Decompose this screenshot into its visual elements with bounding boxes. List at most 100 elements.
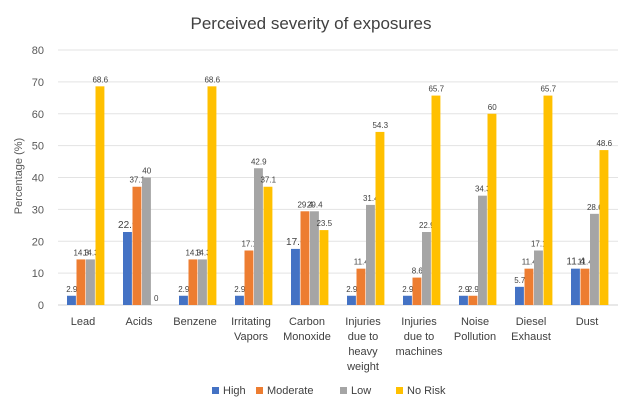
legend-label: High (223, 385, 246, 397)
data-label: 11.4 (578, 258, 594, 267)
data-label: 40 (142, 167, 151, 176)
data-label: 17.1 (531, 239, 547, 248)
bar (76, 259, 86, 305)
data-label: 11.4 (522, 258, 538, 267)
bar (300, 211, 310, 305)
bar (403, 295, 412, 305)
bar (580, 268, 590, 305)
legend-label: Moderate (267, 385, 313, 397)
category-label: Diesel Exhaust (511, 316, 551, 343)
bar (86, 259, 95, 305)
bar (132, 186, 142, 305)
data-label: 54.3 (372, 121, 388, 130)
data-label: 65.7 (428, 85, 444, 94)
data-label: 22.9 (419, 221, 435, 230)
bar (422, 232, 431, 305)
bar (487, 113, 497, 305)
data-label: 14.3 (83, 248, 99, 257)
data-label: 65.7 (540, 85, 556, 94)
bar (571, 268, 580, 305)
category-label: Dust (576, 316, 599, 328)
chart-title: Perceived severity of exposures (191, 14, 432, 33)
data-label: 2.9 (346, 285, 358, 294)
bar (244, 250, 254, 305)
data-label: 68.6 (204, 75, 220, 84)
data-label: 11.4 (566, 257, 585, 268)
data-label: 17.1 (241, 239, 257, 248)
gridlines (58, 49, 618, 306)
y-tick-label: 20 (32, 236, 44, 248)
bar (207, 86, 217, 306)
bar (524, 268, 534, 305)
data-label: 28.6 (587, 203, 603, 212)
bar (459, 295, 468, 305)
data-label: 34.3 (475, 185, 491, 194)
bar (198, 259, 207, 305)
y-tick-label: 80 (32, 45, 44, 57)
bars: 2.914.314.368.622.937.14002.914.314.368.… (66, 75, 613, 306)
bar (142, 177, 151, 305)
bar (412, 277, 422, 305)
bar (356, 268, 366, 305)
data-label: 22.9 (118, 220, 138, 231)
y-tick-label: 10 (32, 268, 44, 280)
bar (123, 232, 132, 305)
bar (95, 86, 105, 306)
bar (590, 213, 599, 305)
bar (235, 295, 244, 305)
data-label: 8.6 (412, 267, 424, 276)
y-tick-label: 0 (38, 300, 44, 312)
category-label: Irritating Vapors (231, 316, 271, 343)
data-label: 2.9 (468, 285, 480, 294)
bar (375, 131, 385, 305)
data-label: 48.6 (596, 139, 612, 148)
bar (188, 259, 198, 305)
category-label: Benzene (173, 316, 216, 328)
bar (347, 295, 356, 305)
category-label: Acids (126, 316, 153, 328)
bar (254, 168, 263, 305)
y-tick-label: 60 (32, 109, 44, 121)
data-label: 42.9 (251, 157, 267, 166)
data-label: 14.3 (185, 248, 201, 257)
category-labels: Lead Acids Benzene Irritating Vapors Carbon Mo… (71, 316, 599, 373)
data-label: 0 (154, 294, 159, 303)
legend-swatch (256, 387, 263, 394)
bar (319, 230, 329, 305)
category-label: Injuries due to heavy weight (345, 316, 381, 373)
legend-swatch (396, 387, 403, 394)
category-label: Noise Pollution (454, 316, 496, 343)
data-label: 2.9 (458, 285, 470, 294)
legend-swatch (212, 387, 219, 394)
data-label: 68.6 (92, 75, 108, 84)
data-label: 5.7 (514, 276, 526, 285)
legend-label: No Risk (407, 385, 446, 397)
y-tick-labels: 0 10 20 30 40 50 60 70 80 (32, 45, 44, 312)
bar (468, 295, 478, 305)
bar (179, 295, 188, 305)
bar (366, 204, 375, 305)
bar (310, 211, 319, 305)
bar (431, 95, 441, 305)
data-label: 14.3 (73, 248, 89, 257)
data-label: 2.9 (234, 285, 246, 294)
y-axis-label: Percentage (%) (13, 138, 25, 214)
y-tick-label: 70 (32, 77, 44, 89)
data-label: 17.6 (286, 237, 306, 248)
data-label: 2.9 (66, 285, 78, 294)
data-label: 2.9 (402, 285, 414, 294)
data-label: 11.4 (354, 258, 370, 267)
data-label: 60 (488, 103, 497, 112)
category-label: Carbon Monoxide (283, 316, 331, 343)
bar (291, 248, 300, 305)
data-label: 2.9 (178, 285, 190, 294)
bar (67, 295, 76, 305)
bar (263, 186, 273, 305)
data-label: 37.1 (129, 176, 145, 185)
data-label: 31.4 (363, 194, 379, 203)
y-tick-label: 50 (32, 141, 44, 153)
y-tick-label: 40 (32, 173, 44, 185)
bar (534, 250, 543, 305)
